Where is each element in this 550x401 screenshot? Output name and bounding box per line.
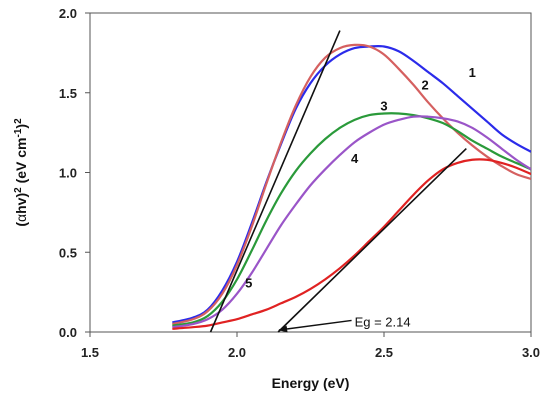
y-axis-title: (αhv)2 (eV cm-1)2 (13, 118, 30, 227)
x-axis-title: Energy (eV) (272, 375, 350, 391)
y-tick-label: 0.0 (59, 325, 77, 340)
curve-label-2: 2 (422, 78, 429, 93)
x-tick-label: 3.0 (522, 345, 540, 360)
series-line-3 (172, 112, 531, 327)
series-line-2 (172, 43, 531, 326)
annotation-arrow (278, 319, 352, 333)
annotation-label: Eg = 2.14 (355, 314, 411, 329)
x-tick-label: 1.5 (81, 345, 99, 360)
x-tick-label: 2.5 (375, 345, 393, 360)
curve-label-4: 4 (351, 151, 359, 166)
y-tick-label: 1.5 (59, 86, 77, 101)
plot-frame (89, 12, 532, 333)
series-line-4 (172, 115, 531, 329)
y-tick-label: 2.0 (59, 6, 77, 21)
y-tick-label: 0.5 (59, 245, 77, 260)
tangent-line-2 (277, 148, 467, 333)
tangent-line-1 (209, 30, 341, 333)
y-tick-label: 1.0 (59, 166, 77, 181)
curve-label-1: 1 (469, 65, 476, 80)
series-line-1 (172, 44, 531, 324)
curve-label-3: 3 (380, 98, 387, 113)
plot-area: 1.5 2.0 2.5 3.0 0.0 0.5 1.0 1.5 2.0 1 2 3 4 5 Eg = 2.1… (59, 6, 540, 360)
series-line-5 (172, 158, 531, 330)
curve-label-5: 5 (245, 275, 252, 290)
x-tick-label: 2.0 (228, 345, 246, 360)
